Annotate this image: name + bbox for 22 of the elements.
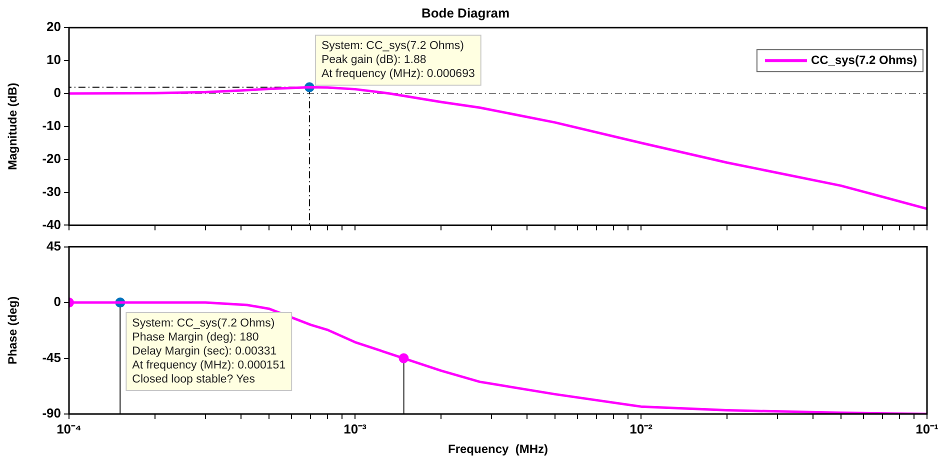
- x-tick-label: 10⁻²: [630, 421, 654, 436]
- y-tick-label: -90: [42, 406, 61, 421]
- x-tick-label: 10⁻¹: [916, 421, 938, 436]
- x-tick-label: 10⁻³: [344, 421, 368, 436]
- y-tick-label: 20: [46, 19, 61, 34]
- chart-title: Bode Diagram: [421, 5, 510, 20]
- legend-label: CC_sys(7.2 Ohms): [810, 52, 918, 67]
- y-tick-label: -45: [42, 350, 61, 365]
- y-tick-label: -30: [42, 184, 61, 199]
- annotation: System: CC_sys(7.2 Ohms) Phase Margin (deg): 180 Delay Margin (sec): 0.00331 At frequency (MHz): 0.000151 Closed loop stable? Yes: [132, 317, 286, 386]
- y-tick-label: 10: [46, 52, 61, 68]
- y-tick-label: 0: [54, 85, 61, 100]
- y-axis-title: Magnitude (dB): [6, 82, 20, 170]
- x-axis-title: Frequency (MHz): [448, 442, 548, 456]
- y-tick-label: -40: [42, 216, 61, 232]
- y-tick-label: -10: [42, 118, 61, 133]
- y-tick-label: 0: [54, 294, 61, 310]
- y-tick-label: -20: [42, 150, 61, 166]
- x-tick-label: 10⁻⁴: [56, 421, 82, 436]
- y-axis-title: Phase (deg): [6, 296, 20, 364]
- annotation: System: CC_sys(7.2 Ohms) Peak gain (dB): 1.88 At frequency (MHz): 0.000693: [321, 40, 475, 80]
- y-tick-label: 45: [46, 238, 61, 254]
